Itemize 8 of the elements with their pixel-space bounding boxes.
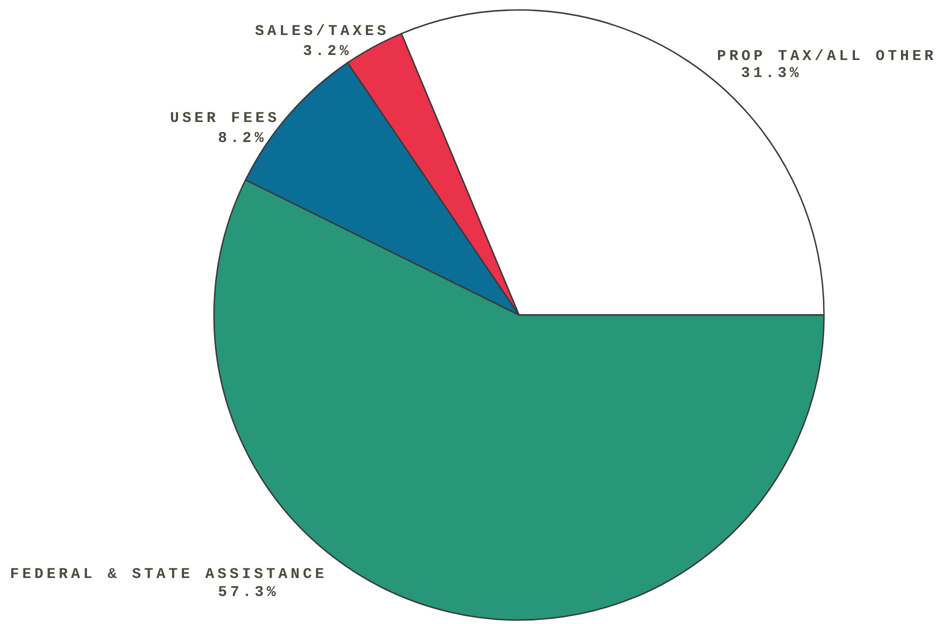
slice-label: USER FEES: [170, 110, 280, 127]
slice-label: SALES/TAXES: [255, 23, 390, 40]
data-label: 57.3%: [218, 584, 280, 601]
slice-label: FEDERAL & STATE ASSISTANCE: [10, 566, 328, 583]
data-label: 8.2%: [218, 130, 267, 147]
data-label: 31.3%: [741, 65, 802, 82]
slice-label: PROP TAX/ALL OTHER: [717, 48, 937, 65]
data-label: 3.2%: [303, 43, 352, 60]
